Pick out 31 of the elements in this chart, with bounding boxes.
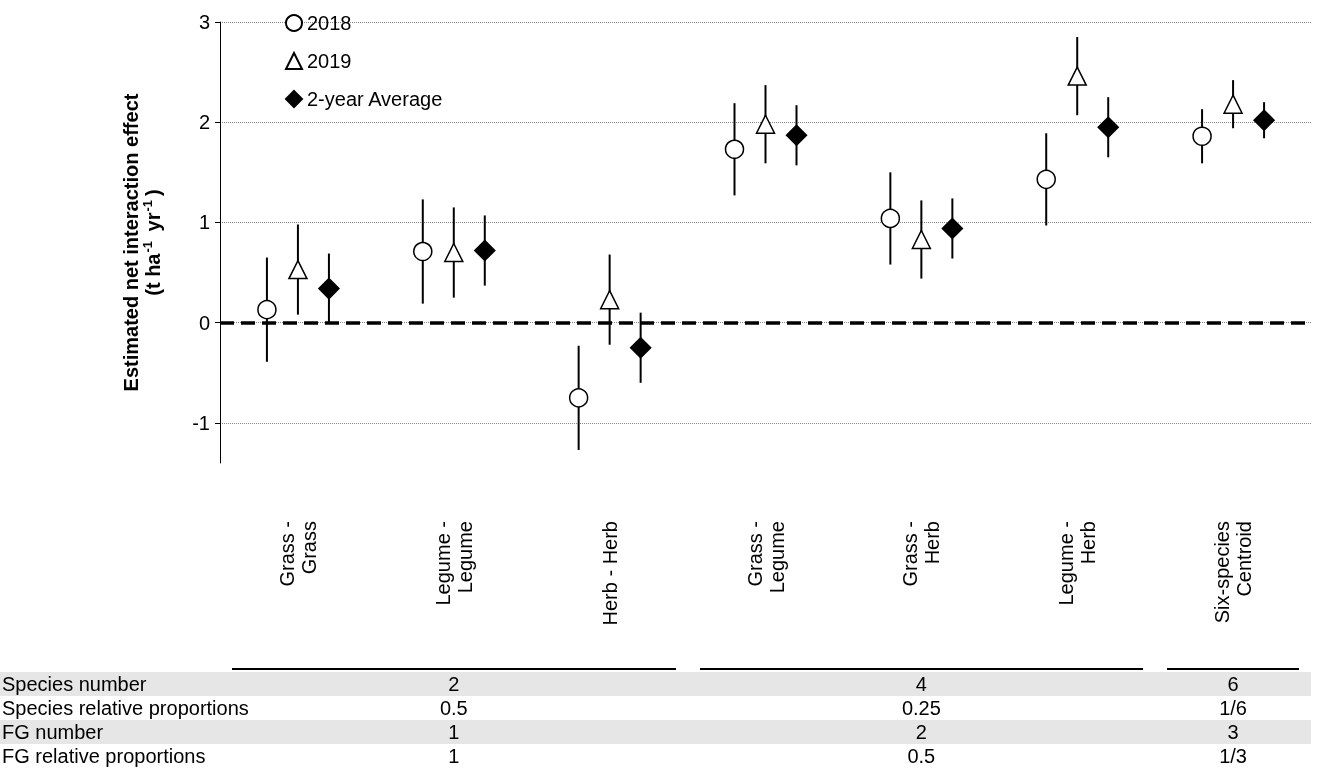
y-tick-label: 1	[198, 211, 210, 234]
x-tick-label: Herb - Herb	[598, 521, 621, 626]
text: 0.5	[906, 745, 937, 768]
text: 1/6	[1218, 697, 1248, 720]
text: 2	[447, 673, 461, 696]
x-tick-label: Six-species Centroid	[1211, 521, 1256, 624]
text: FG number	[2, 721, 104, 744]
text: Species number	[2, 673, 147, 696]
y-tick-label: 0	[198, 311, 210, 334]
legend-label: 2018	[307, 12, 352, 34]
x-tick-label: Grass - Legume	[743, 521, 788, 594]
text: 1/3	[1218, 745, 1248, 768]
x-tick-label: Legume - Legume	[431, 521, 476, 606]
text: 2	[914, 721, 928, 744]
y-tick-label: 2	[198, 111, 210, 134]
text: 1	[447, 721, 461, 744]
x-tick-label: Grass - Herb	[899, 521, 944, 587]
text: 6	[1226, 673, 1240, 696]
y-tick-label: 3	[198, 11, 210, 33]
text: 4	[914, 673, 928, 696]
text: 0.5	[438, 697, 469, 720]
y-tick-label: -1	[192, 411, 210, 434]
text: 1	[447, 745, 461, 768]
legend-label: 2019	[307, 50, 352, 72]
text: Species relative proportions	[2, 697, 249, 720]
text: 3	[1226, 721, 1240, 744]
text: 0.25	[900, 697, 942, 720]
legend-label: 2-year Average	[307, 88, 443, 110]
x-tick-label: Legume - Herb	[1055, 521, 1100, 606]
text: FG relative proportions	[2, 745, 206, 768]
x-tick-label: Grass - Grass	[275, 521, 320, 587]
